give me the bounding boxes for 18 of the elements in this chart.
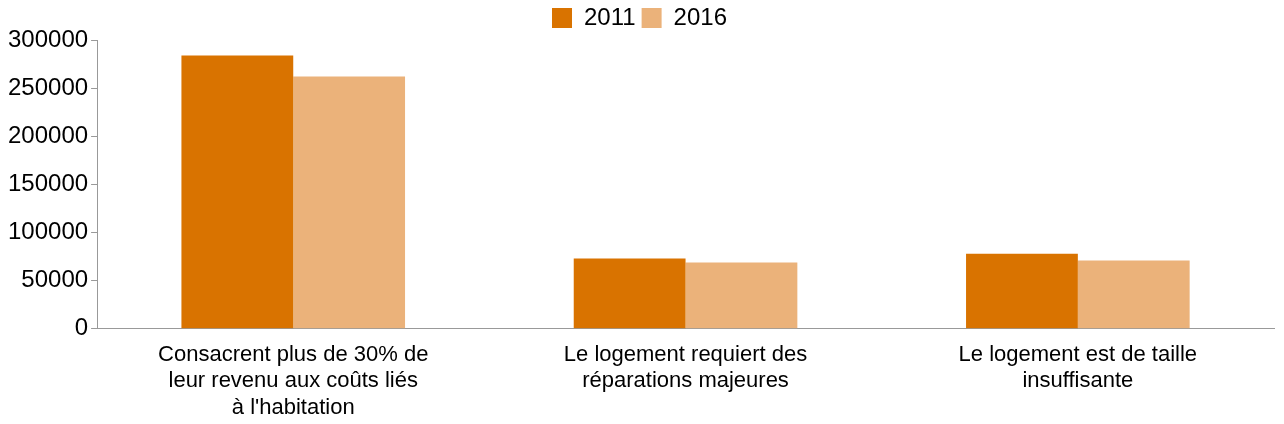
y-tick-label: 250000 [7, 72, 89, 100]
y-tick-label: 50000 [21, 265, 89, 293]
y-tick-label: 200000 [7, 120, 89, 148]
bar [966, 253, 1078, 329]
bar [573, 258, 686, 329]
bar [293, 76, 406, 329]
bar [181, 55, 294, 329]
legend-label: 2011 [584, 2, 636, 30]
x-tick-label: Le logement est de taille insuffisante [958, 341, 1198, 393]
bar [1077, 260, 1190, 329]
x-tick-label: Le logement requiert des réparations majeures [563, 341, 808, 393]
y-tick-label: 100000 [7, 217, 89, 245]
y-tick-label: 300000 [7, 24, 89, 52]
y-tick-label: 0 [74, 313, 89, 341]
bar [685, 262, 798, 329]
x-tick-label: Consacrent plus de 30% de leur revenu aux coûts liés à l'habitation [158, 341, 429, 419]
legend-label: 2016 [673, 2, 727, 30]
y-tick-label: 150000 [7, 169, 89, 197]
